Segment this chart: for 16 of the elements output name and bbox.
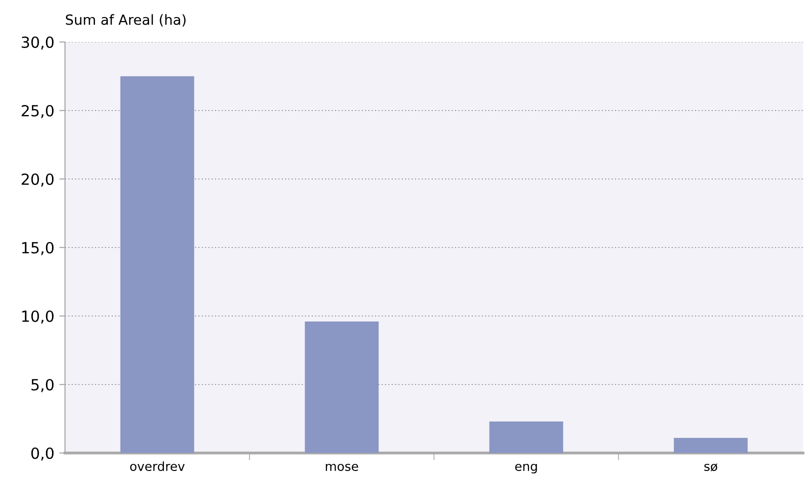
x-tick-label: sø bbox=[704, 463, 718, 472]
bar bbox=[489, 421, 564, 453]
y-tick-label: 20,0 bbox=[22, 173, 54, 187]
y-tick-label: 5,0 bbox=[31, 378, 54, 392]
y-tick-label: 30,0 bbox=[22, 36, 54, 50]
x-tick-label: overdrev bbox=[130, 461, 185, 472]
bar bbox=[304, 321, 379, 453]
bar bbox=[120, 76, 194, 453]
y-tick-label: 25,0 bbox=[22, 104, 54, 118]
x-tick-label: mose bbox=[326, 464, 358, 472]
y-tick-label: 10,0 bbox=[22, 310, 54, 324]
bar bbox=[674, 438, 748, 453]
x-tick-label: eng bbox=[515, 464, 537, 474]
y-tick-label: 15,0 bbox=[22, 242, 54, 256]
y-axis-title: Sum af Areal (ha) bbox=[66, 14, 186, 27]
y-tick-label: 0,0 bbox=[31, 447, 54, 461]
